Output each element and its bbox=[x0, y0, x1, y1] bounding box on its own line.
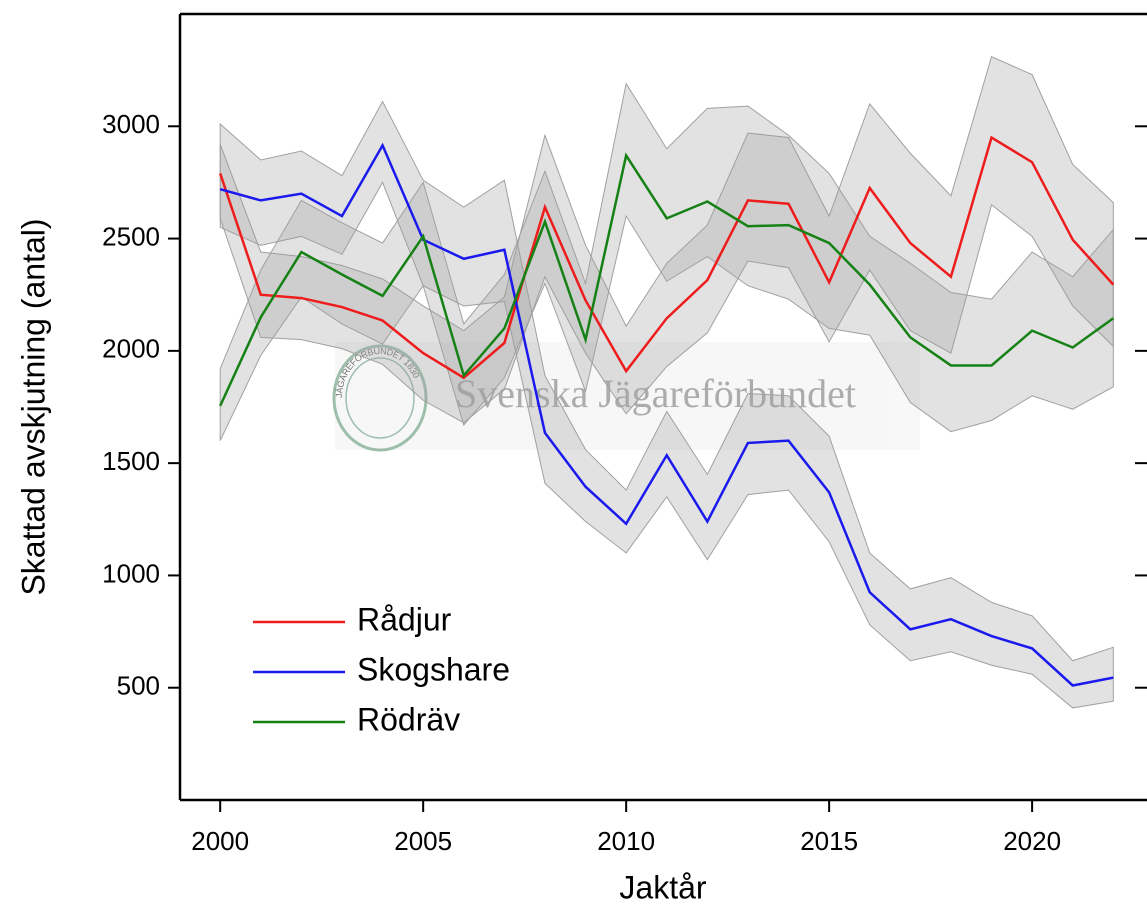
y-tick-label: 3000 bbox=[102, 109, 160, 139]
watermark: JÄGAREFÖRBUNDET 1830 Svenska Jägareförbun… bbox=[332, 342, 920, 452]
x-tick-label: 2010 bbox=[597, 826, 655, 856]
legend-label: Skogshare bbox=[357, 651, 510, 687]
confidence-band bbox=[219, 82, 1114, 441]
y-tick-label: 2500 bbox=[102, 221, 160, 251]
series-line bbox=[219, 142, 1114, 687]
x-tick-label: 2015 bbox=[800, 826, 858, 856]
y-tick-label: 1500 bbox=[102, 446, 160, 476]
watermark-logo bbox=[332, 344, 428, 452]
x-tick-label: 2000 bbox=[191, 826, 249, 856]
y-tick-label: 500 bbox=[117, 671, 160, 701]
x-tick-label: 2005 bbox=[394, 826, 452, 856]
y-tick-label: 2000 bbox=[102, 334, 160, 364]
y-tick-label: 1000 bbox=[102, 558, 160, 588]
legend-label: Rådjur bbox=[357, 601, 452, 637]
x-tick-label: 2020 bbox=[1003, 826, 1061, 856]
series-line bbox=[219, 152, 1115, 407]
y-axis-label: Skattad avskjutning (antal) bbox=[15, 218, 51, 595]
series-line bbox=[219, 135, 1115, 380]
x-axis-label: Jaktår bbox=[619, 869, 706, 905]
legend-label: Rödräv bbox=[357, 701, 460, 737]
watermark-logo-inner bbox=[345, 357, 415, 439]
